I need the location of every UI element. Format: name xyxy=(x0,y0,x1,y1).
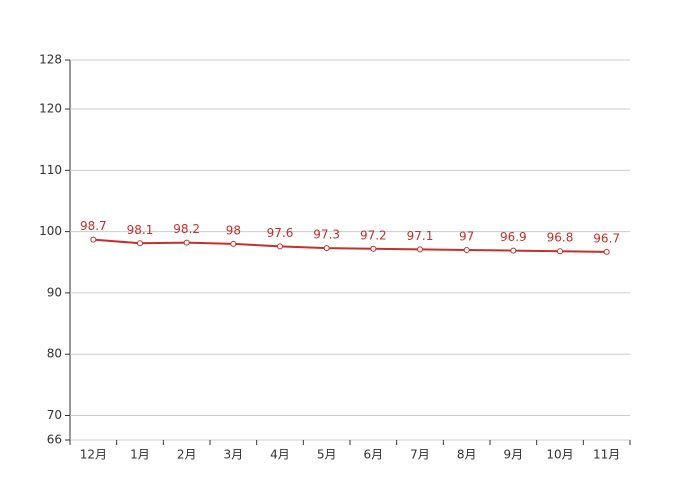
x-tick-label: 9月 xyxy=(504,448,524,462)
data-label: 98.2 xyxy=(173,222,200,236)
point xyxy=(183,239,190,246)
point xyxy=(557,248,563,255)
data-label: 96.7 xyxy=(593,231,620,245)
y-tick-label: 66 xyxy=(47,433,62,447)
point xyxy=(370,245,377,252)
data-label: 98 xyxy=(226,223,241,237)
x-tick-label: 4月 xyxy=(270,448,290,462)
x-tick-label: 5月 xyxy=(317,448,337,462)
y-tick-label: 110 xyxy=(39,163,62,177)
data-label: 96.8 xyxy=(547,231,574,245)
x-tick-label: 2月 xyxy=(177,448,197,462)
point xyxy=(230,240,237,247)
line xyxy=(93,238,607,253)
point xyxy=(277,243,283,250)
y-tick-label: 80 xyxy=(47,347,62,361)
data-label: 97.3 xyxy=(313,228,340,242)
point xyxy=(463,247,470,253)
x-tick-label: 7月 xyxy=(410,448,430,462)
data-label: 97.1 xyxy=(407,229,434,243)
point xyxy=(137,240,143,247)
data-label: 97 xyxy=(459,230,474,244)
data-label: 97.6 xyxy=(267,226,294,240)
x-tick-label: 6月 xyxy=(364,448,384,462)
point xyxy=(323,245,330,252)
point xyxy=(603,248,610,255)
y-tick-label: 70 xyxy=(47,408,62,422)
x-tick-label: 3月 xyxy=(224,448,244,462)
x-tick-label: 1月 xyxy=(130,448,150,462)
point xyxy=(510,247,517,254)
y-tick-label: 100 xyxy=(39,224,62,238)
x-tick-label: 12月 xyxy=(80,448,107,462)
data-label: 98.1 xyxy=(127,223,154,237)
x-tick-label: 11月 xyxy=(593,448,620,462)
data-label: 97.2 xyxy=(360,228,387,242)
data-label: 98.7 xyxy=(80,219,107,233)
x-tick-label: 10月 xyxy=(546,448,573,462)
point xyxy=(417,246,423,253)
data-label: 96.9 xyxy=(500,230,527,244)
y-tick-label: 90 xyxy=(47,285,62,299)
x-tick-label: 8月 xyxy=(457,448,477,462)
y-tick-label: 128 xyxy=(39,53,62,67)
point xyxy=(90,236,97,243)
y-tick-label: 120 xyxy=(39,102,62,116)
